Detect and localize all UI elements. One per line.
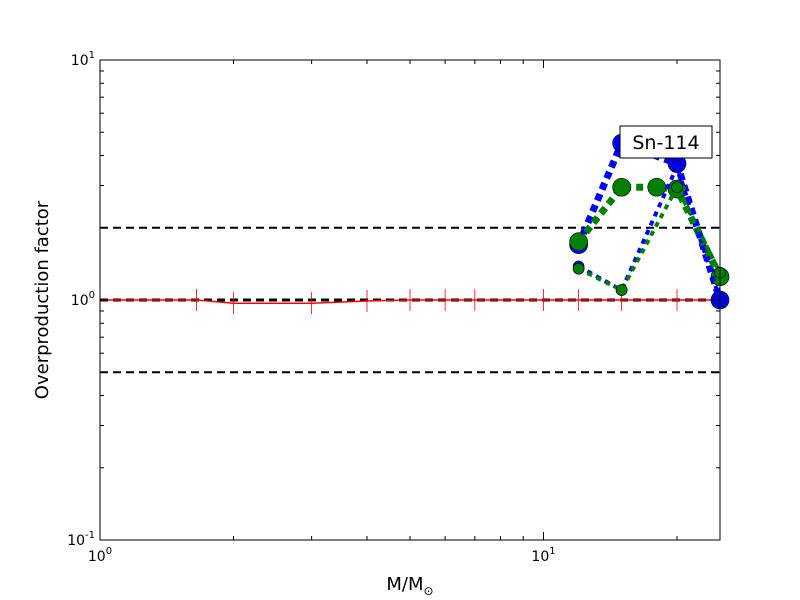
x-tick-exponent: 1	[549, 546, 555, 557]
y-tick-exponent: 1	[89, 50, 95, 61]
series-3-point	[671, 160, 683, 173]
x-tick-label: 101	[531, 546, 555, 565]
x-tick-exponent: 0	[106, 546, 112, 557]
x-axis-label: M/M⊙	[386, 574, 433, 598]
series-2-point	[569, 232, 588, 251]
x-tick-base: 10	[531, 549, 549, 565]
data-series	[99, 133, 730, 315]
y-tick-label: 10-1	[67, 530, 95, 549]
x-tick-label: 100	[88, 546, 112, 565]
major-ticks	[99, 59, 720, 541]
legend-label: Sn-114	[632, 132, 699, 154]
x-tick-base: 10	[88, 549, 106, 565]
x-axis-label-subscript: ⊙	[424, 584, 434, 598]
x-axis-label-main: M/M	[386, 574, 423, 595]
y-tick-exponent: -1	[85, 530, 95, 541]
y-tick-label: 101	[71, 50, 95, 69]
series-4-point	[572, 262, 585, 275]
series-line-4	[577, 182, 722, 293]
y-tick-label: 100	[71, 290, 95, 309]
y-tick-base: 10	[67, 533, 85, 549]
legend-box	[619, 125, 713, 159]
legend: Sn-114	[619, 125, 713, 159]
series-line-2	[575, 183, 724, 279]
y-axis-label: Overproduction factor	[32, 200, 53, 399]
y-tick-base: 10	[71, 293, 89, 309]
series-2-point	[612, 177, 631, 197]
series-4-point	[615, 284, 628, 296]
y-tick-base: 10	[71, 53, 89, 69]
y-tick-exponent: 0	[89, 290, 95, 301]
series-4-point	[671, 181, 683, 194]
